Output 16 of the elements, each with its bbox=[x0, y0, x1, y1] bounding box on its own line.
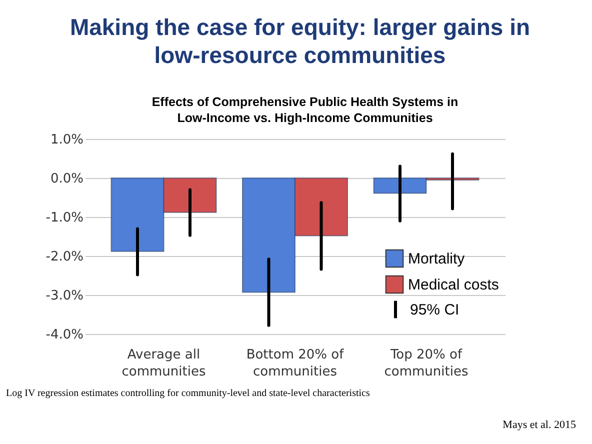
y-tick-label: -2.0% bbox=[46, 250, 84, 264]
annotation: 95% CI bbox=[410, 302, 460, 318]
y-tick-label: -1.0% bbox=[46, 210, 84, 226]
chart-title: Making the case for equity: larger gains in low-resource communities bbox=[68, 13, 532, 69]
y-tick-label: -3.0% bbox=[46, 288, 84, 304]
x-tick-label: Average all communities bbox=[122, 348, 206, 380]
y-tick-label: -4.0% bbox=[46, 328, 84, 342]
chart-subtitle: Effects of Comprehensive Public Health Systems in Low-Income vs. High-Income Communities bbox=[150, 94, 460, 126]
text: Mays et al. 2015 bbox=[502, 419, 576, 431]
legend-label: Medical costs bbox=[408, 276, 499, 294]
y-tick-label: 1.0% bbox=[50, 132, 84, 148]
legend-label: Mortality bbox=[408, 250, 466, 268]
text: Log IV regression estimates controlling for community-level and state-level characteristics bbox=[6, 388, 370, 399]
x-tick-label: Top 20% of communities bbox=[384, 348, 468, 380]
x-tick-label: Bottom 20% of communities bbox=[246, 348, 344, 380]
y-tick-label: 0.0% bbox=[50, 172, 84, 186]
